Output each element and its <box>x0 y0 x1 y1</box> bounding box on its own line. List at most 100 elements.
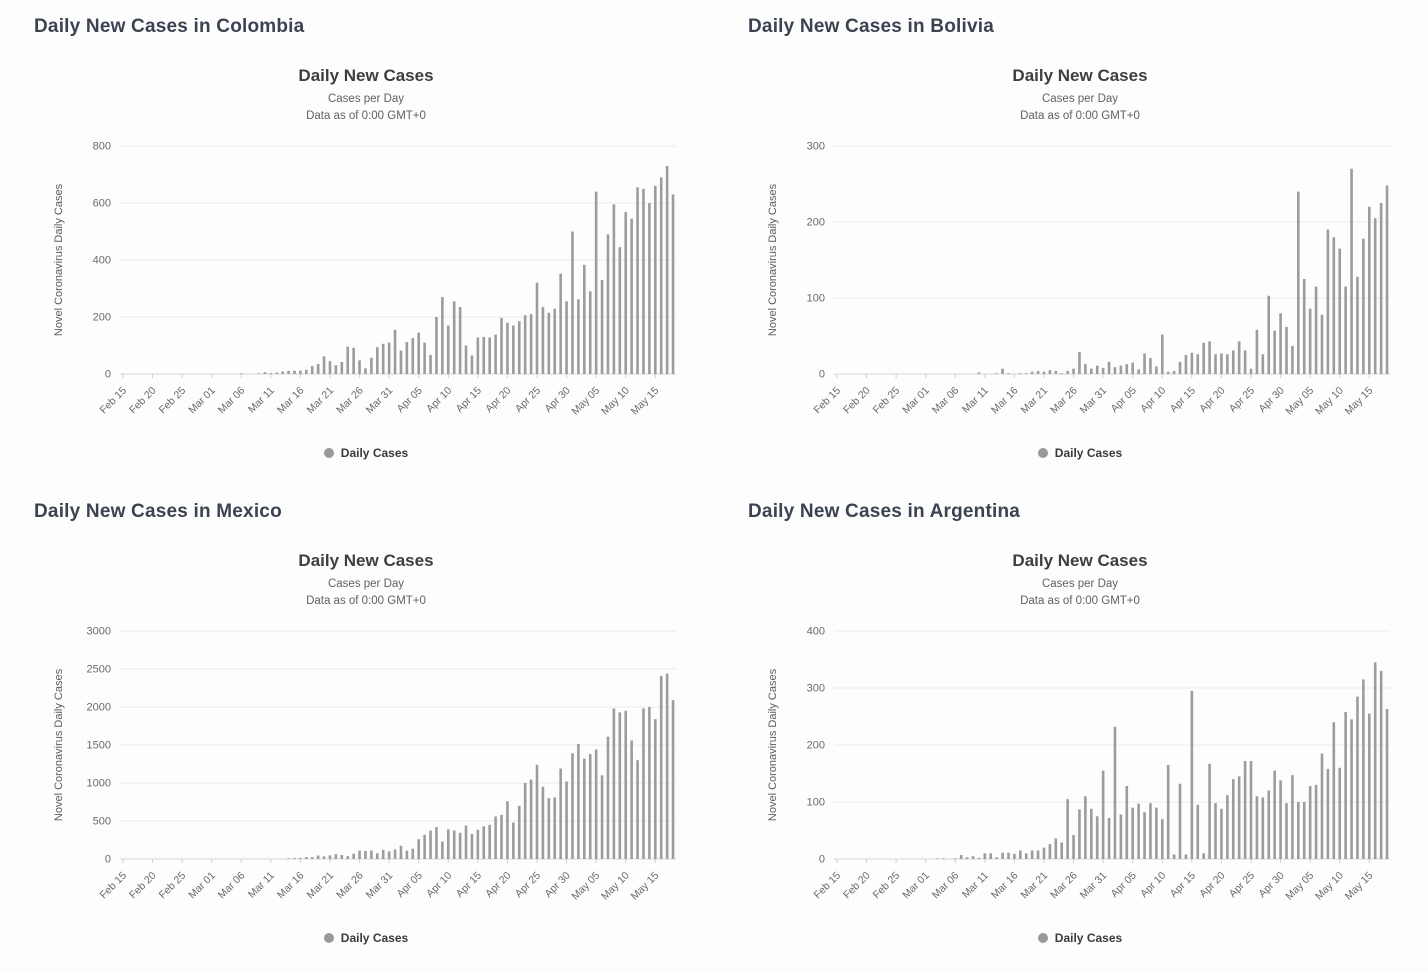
legend-daily-cases[interactable]: Daily Cases <box>1037 931 1123 946</box>
legend-label: Daily Cases <box>340 446 409 461</box>
svg-text:Feb 20: Feb 20 <box>127 870 159 902</box>
svg-text:400: 400 <box>807 626 825 638</box>
svg-text:Mar 21: Mar 21 <box>305 385 337 417</box>
svg-text:Mar 31: Mar 31 <box>364 385 396 417</box>
svg-text:Mar 11: Mar 11 <box>246 385 277 416</box>
panel-heading-colombia: Daily New Cases in Colombia <box>34 16 305 37</box>
svg-text:Feb 15: Feb 15 <box>98 870 130 902</box>
bars <box>936 662 1389 860</box>
y-axis-labels: 0 500 1000 1500 2000 2500 3000 Novel Coronaviru… <box>53 626 111 866</box>
legend-daily-cases[interactable]: Daily Cases <box>323 446 409 461</box>
legend-daily-cases[interactable]: Daily Cases <box>1037 446 1122 460</box>
svg-text:Apr 15: Apr 15 <box>1168 870 1198 900</box>
svg-text:Apr 20: Apr 20 <box>483 870 513 900</box>
chart-panel-mexico: Daily New Cases in Mexico Daily New Case… <box>0 485 714 971</box>
svg-text:0: 0 <box>819 369 825 381</box>
svg-text:0: 0 <box>819 854 825 866</box>
svg-text:Mar 16: Mar 16 <box>275 385 307 417</box>
svg-text:2500: 2500 <box>87 664 111 676</box>
svg-text:Mar 16: Mar 16 <box>989 385 1021 417</box>
svg-text:May 15: May 15 <box>629 385 662 418</box>
legend-daily-cases[interactable]: Daily Cases <box>323 931 409 946</box>
bar-chart-argentina: 0 100 200 300 400 Novel Coronavirus Daily Cas… <box>767 626 1390 903</box>
chart-subtitle-line1: Cases per Day <box>1041 578 1119 590</box>
svg-text:May 15: May 15 <box>1343 870 1376 903</box>
chart-argentina: Daily New Cases Cases per Day Data as of… <box>748 551 1412 945</box>
bars <box>239 166 675 375</box>
svg-text:Apr 25: Apr 25 <box>513 870 543 900</box>
chart-title: Daily New Cases <box>298 66 434 85</box>
chart-title: Daily New Cases <box>1012 66 1148 85</box>
gridlines <box>834 145 1390 375</box>
svg-text:Apr 25: Apr 25 <box>1227 385 1257 415</box>
svg-text:Mar 01: Mar 01 <box>186 870 218 902</box>
svg-text:Apr 15: Apr 15 <box>1168 385 1198 415</box>
svg-text:Feb 15: Feb 15 <box>812 385 844 417</box>
bars <box>977 169 1389 375</box>
svg-text:Apr 10: Apr 10 <box>1138 870 1168 900</box>
chart-subtitle-line2: Data as of 0:00 GMT+0 <box>306 109 426 122</box>
chart-subtitle-line1: Cases per Day <box>1041 93 1119 105</box>
chart-subtitle-line1: Cases per Day <box>327 93 405 105</box>
svg-text:May 05: May 05 <box>1283 870 1316 903</box>
svg-text:1500: 1500 <box>87 740 111 752</box>
chart-title: Daily New Cases <box>298 551 434 570</box>
svg-text:Apr 10: Apr 10 <box>424 870 454 900</box>
legend-marker-icon <box>1037 933 1048 944</box>
svg-text:200: 200 <box>93 312 111 324</box>
svg-text:Apr 05: Apr 05 <box>1108 385 1138 415</box>
svg-text:Apr 30: Apr 30 <box>1256 870 1286 900</box>
svg-text:Mar 06: Mar 06 <box>216 385 248 417</box>
svg-text:Mar 26: Mar 26 <box>1048 385 1080 417</box>
svg-text:Mar 06: Mar 06 <box>930 385 962 417</box>
svg-text:Feb 20: Feb 20 <box>127 385 159 417</box>
svg-text:400: 400 <box>93 255 111 267</box>
svg-text:Novel Coronavirus Daily Cases: Novel Coronavirus Daily Cases <box>53 669 65 822</box>
svg-text:Apr 05: Apr 05 <box>394 870 424 900</box>
svg-text:May 15: May 15 <box>629 870 662 903</box>
chart-mexico: Daily New Cases Cases per Day Data as of… <box>34 551 698 945</box>
svg-text:Novel Coronavirus Daily Cases: Novel Coronavirus Daily Cases <box>767 184 779 337</box>
svg-text:1000: 1000 <box>87 778 111 790</box>
svg-text:May 10: May 10 <box>1313 385 1346 418</box>
chart-subtitle-line2: Data as of 0:00 GMT+0 <box>1020 109 1140 122</box>
legend-label: Daily Cases <box>1054 931 1123 946</box>
svg-text:800: 800 <box>93 141 111 153</box>
panel-heading-argentina: Daily New Cases in Argentina <box>748 501 1021 522</box>
svg-text:Mar 26: Mar 26 <box>334 870 366 902</box>
svg-text:Novel Coronavirus Daily Cases: Novel Coronavirus Daily Cases <box>767 669 779 822</box>
svg-text:Novel Coronavirus Daily Cases: Novel Coronavirus Daily Cases <box>53 184 65 337</box>
bar-chart-colombia: 0 200 400 600 800 Novel Coronavirus Daily Cas… <box>53 141 676 418</box>
svg-text:Mar 06: Mar 06 <box>216 870 248 902</box>
svg-text:Mar 21: Mar 21 <box>1019 870 1051 902</box>
panel-heading-bolivia: Daily New Cases in Bolivia <box>748 16 994 37</box>
svg-text:Apr 10: Apr 10 <box>1138 385 1168 415</box>
svg-text:May 05: May 05 <box>569 385 602 418</box>
chart-panel-bolivia: Daily New Cases in Bolivia Daily New Cas… <box>714 0 1428 485</box>
svg-text:Feb 15: Feb 15 <box>98 385 130 417</box>
panel-heading-mexico: Daily New Cases in Mexico <box>34 501 282 522</box>
svg-text:Feb 25: Feb 25 <box>157 385 189 417</box>
svg-text:Mar 11: Mar 11 <box>960 385 991 416</box>
svg-text:Mar 01: Mar 01 <box>186 385 218 417</box>
svg-text:Mar 31: Mar 31 <box>364 870 396 902</box>
legend-label: Daily Cases <box>340 931 409 946</box>
svg-text:Apr 25: Apr 25 <box>513 385 543 415</box>
gridlines <box>120 630 676 860</box>
chart-colombia: Daily New Cases Cases per Day Data as of… <box>34 66 698 460</box>
svg-text:0: 0 <box>105 854 111 866</box>
y-axis-labels: 0 200 400 600 800 Novel Coronavirus Daily Cas… <box>53 141 111 381</box>
svg-text:Apr 25: Apr 25 <box>1227 870 1257 900</box>
svg-text:Apr 05: Apr 05 <box>1108 870 1138 900</box>
chart-subtitle-line2: Data as of 0:00 GMT+0 <box>1020 594 1140 607</box>
svg-text:Apr 05: Apr 05 <box>394 385 424 415</box>
svg-text:Feb 20: Feb 20 <box>841 870 873 902</box>
chart-title: Daily New Cases <box>1012 551 1148 570</box>
svg-text:Mar 16: Mar 16 <box>275 870 307 902</box>
chart-bolivia: Daily New Cases Cases per Day Data as of… <box>748 66 1412 460</box>
legend-marker-icon <box>323 448 334 459</box>
